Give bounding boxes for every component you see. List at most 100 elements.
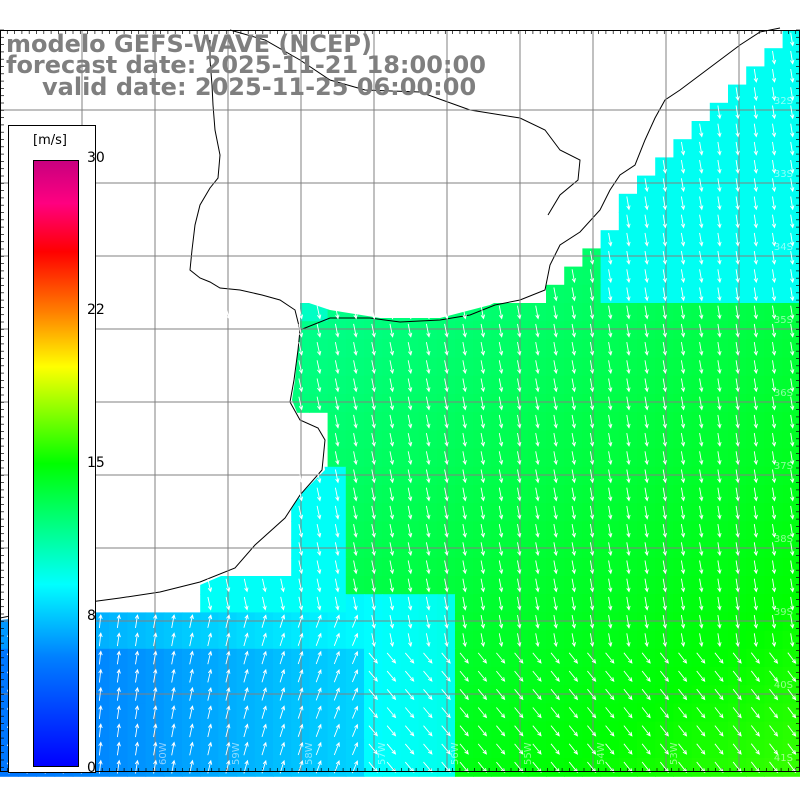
- wind-arrow: [787, 670, 797, 683]
- wind-arrow: [371, 615, 376, 629]
- wind-arrow: [696, 688, 706, 701]
- wind-arrow: [134, 614, 140, 628]
- wind-arrow: [334, 487, 340, 502]
- wind-arrow: [699, 633, 704, 648]
- wind-arrow: [425, 433, 431, 447]
- wind-arrow: [717, 469, 722, 484]
- wind-arrow: [790, 524, 795, 538]
- wind-arrow: [444, 323, 449, 338]
- wind-arrow: [480, 542, 486, 557]
- wind-arrow: [389, 633, 395, 648]
- wind-arrow: [171, 741, 176, 756]
- wind-arrow: [771, 633, 777, 648]
- wind-arrow: [699, 487, 704, 502]
- wind-arrow: [608, 560, 613, 575]
- wind-arrow: [771, 123, 777, 138]
- wind-arrow: [644, 524, 649, 538]
- wind-arrow: [735, 433, 740, 447]
- wind-arrow: [571, 451, 576, 466]
- wind-arrow: [298, 578, 304, 593]
- wind-arrow: [386, 689, 397, 701]
- wind-arrow: [368, 725, 378, 737]
- wind-arrow: [699, 251, 704, 265]
- wind-arrow: [735, 451, 740, 466]
- wind-arrow: [553, 633, 558, 648]
- wind-arrow: [769, 707, 779, 719]
- wind-arrow: [550, 743, 560, 755]
- wind-arrow: [425, 323, 431, 338]
- wind-arrow: [790, 32, 795, 47]
- wind-arrow: [644, 560, 649, 575]
- wind-arrow: [407, 578, 413, 593]
- wind-arrow: [517, 360, 522, 375]
- wind-arrow: [480, 633, 486, 648]
- latitude-label: 37S: [774, 461, 793, 472]
- wind-arrow: [790, 633, 795, 648]
- wind-arrow: [550, 688, 560, 701]
- wind-arrow: [225, 686, 231, 701]
- wind-arrow: [517, 633, 522, 648]
- wind-arrow: [717, 378, 722, 393]
- wind-arrow: [444, 578, 449, 593]
- wind-arrow: [587, 688, 597, 701]
- wind-arrow: [553, 414, 558, 429]
- wind-arrow: [608, 487, 613, 502]
- wind-arrow: [735, 196, 740, 211]
- wind-arrow: [714, 670, 724, 682]
- wind-arrow: [261, 741, 267, 756]
- wind-arrow: [771, 378, 777, 393]
- wind-arrow: [680, 433, 686, 447]
- wind-arrow: [790, 251, 795, 265]
- wind-arrow: [589, 469, 595, 484]
- wind-arrow: [735, 123, 740, 138]
- wind-arrow: [662, 214, 667, 229]
- wind-arrow: [459, 725, 469, 737]
- wind-arrow: [735, 342, 740, 356]
- wind-arrow: [626, 396, 631, 411]
- wind-arrow: [316, 396, 322, 411]
- wind-arrow: [662, 560, 667, 575]
- wind-arrow: [297, 669, 304, 683]
- wind-arrow: [608, 524, 613, 538]
- wind-arrow: [735, 360, 740, 375]
- wind-arrow: [459, 707, 469, 719]
- wind-arrow: [98, 686, 103, 701]
- wind-arrow: [407, 342, 413, 356]
- wind-arrow: [662, 342, 667, 356]
- wind-arrow: [298, 596, 304, 611]
- wind-arrow: [626, 560, 631, 575]
- wind-arrow: [735, 378, 740, 393]
- wind-arrow: [535, 615, 540, 629]
- wind-arrow: [353, 524, 358, 538]
- wind-arrow: [735, 305, 740, 320]
- wind-arrow: [644, 596, 649, 611]
- wind-arrow: [699, 414, 704, 429]
- wind-arrow: [571, 578, 576, 593]
- wind-arrow: [571, 487, 576, 502]
- wind-arrow: [389, 305, 395, 320]
- wind-arrow: [753, 524, 758, 538]
- wind-arrow: [717, 214, 722, 229]
- wind-arrow: [753, 578, 758, 593]
- wind-arrow: [189, 741, 194, 756]
- colorbar-tick-15: 15: [87, 455, 105, 471]
- longitude-label: 55W: [523, 742, 534, 765]
- wind-arrow: [644, 342, 649, 356]
- wind-arrow: [316, 524, 322, 538]
- wind-arrow: [771, 287, 777, 302]
- wind-arrow: [153, 632, 158, 647]
- coastline-path: [299, 27, 781, 331]
- wind-arrow: [662, 578, 667, 593]
- wind-arrow: [662, 596, 667, 611]
- wind-arrow: [517, 596, 522, 611]
- wind-arrow: [189, 668, 194, 683]
- wind-arrow: [680, 141, 686, 156]
- wind-arrow: [735, 469, 740, 484]
- wind-arrow: [623, 743, 633, 755]
- wind-arrow: [532, 725, 542, 737]
- wind-arrow: [680, 214, 686, 229]
- wind-arrow: [771, 542, 777, 557]
- wind-arrow: [517, 433, 522, 447]
- wind-arrow: [459, 652, 469, 664]
- wind-arrow: [735, 105, 740, 120]
